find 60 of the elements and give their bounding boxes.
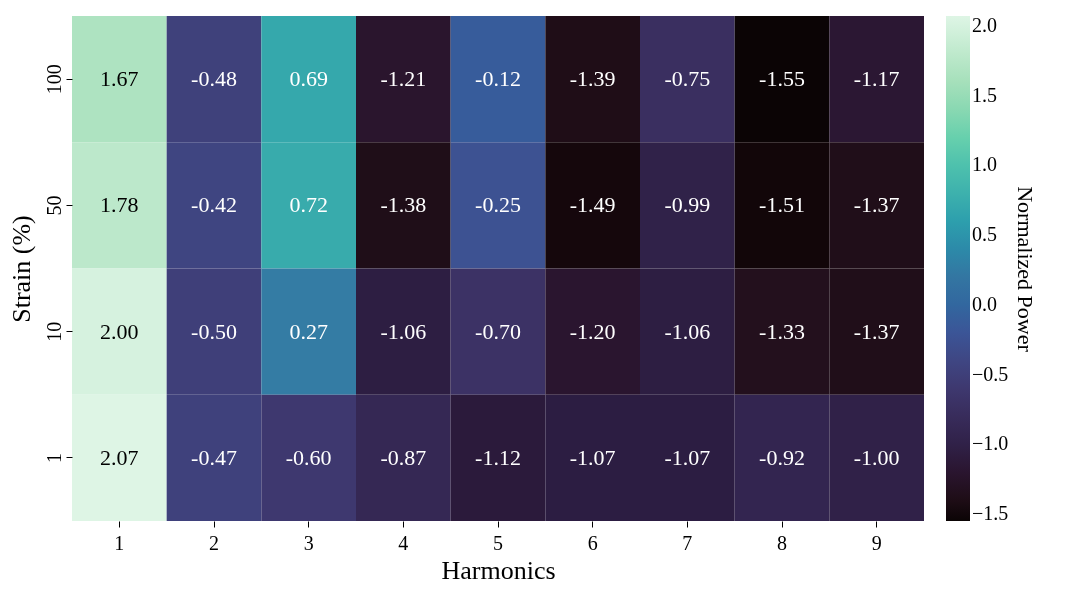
color-bar-label: 0.0 — [972, 292, 997, 315]
data-label: -0.25 — [475, 192, 521, 218]
x-tick-label: 6 — [587, 531, 598, 554]
x-tick-label: 4 — [398, 531, 409, 554]
data-label: -1.20 — [569, 318, 616, 344]
data-label: -0.12 — [475, 66, 521, 92]
color-bar-label: −1.5 — [972, 502, 1009, 525]
data-label: -1.38 — [380, 192, 427, 218]
x-tick-label: 3 — [303, 531, 314, 554]
data-label: -1.00 — [853, 444, 900, 470]
data-label: 0.69 — [289, 66, 328, 92]
color-bar-label: 1.5 — [972, 83, 997, 106]
data-label: 1.67 — [100, 66, 139, 92]
x-tick-label: 2 — [209, 531, 219, 554]
data-label: -1.33 — [759, 318, 805, 344]
data-label: -1.07 — [664, 444, 711, 470]
x-tick-label: 5 — [493, 531, 503, 554]
x-tick-label: 9 — [871, 531, 882, 554]
data-label: -1.21 — [380, 66, 427, 92]
data-label: -0.99 — [664, 192, 711, 218]
x-tick-label: 8 — [777, 531, 787, 554]
data-label: -1.55 — [759, 66, 805, 92]
y-tick-label: 50 — [42, 195, 65, 216]
data-label: -0.60 — [285, 444, 332, 470]
data-label: -0.48 — [191, 66, 237, 92]
data-label: 2.00 — [100, 318, 139, 344]
data-label: -1.07 — [569, 444, 616, 470]
data-label: -1.37 — [853, 318, 900, 344]
data-label: 0.27 — [289, 318, 328, 344]
data-label: -1.51 — [759, 192, 805, 218]
data-label: -1.17 — [853, 66, 900, 92]
color-bar-label: 1.0 — [972, 153, 997, 176]
data-label: -0.87 — [380, 444, 427, 470]
color-bar-label: 2.0 — [972, 13, 997, 36]
data-label: 2.07 — [100, 444, 139, 470]
data-label: -1.12 — [475, 444, 521, 470]
color-bar-label: −1.0 — [972, 432, 1009, 455]
data-label: 0.72 — [289, 192, 328, 218]
data-label: -1.06 — [380, 318, 427, 344]
data-label: -0.42 — [191, 192, 237, 218]
y-tick-label: 100 — [42, 64, 65, 95]
data-label: 1.78 — [100, 192, 139, 218]
data-label: -1.49 — [569, 192, 616, 218]
data-label: -1.06 — [664, 318, 711, 344]
data-label: -1.37 — [853, 192, 900, 218]
data-label: -0.75 — [664, 66, 711, 92]
data-label: -0.50 — [191, 318, 237, 344]
x-axis-title: Harmonics — [441, 555, 556, 585]
data-label: -0.70 — [475, 318, 521, 344]
x-tick-label: 1 — [114, 531, 125, 554]
data-label: -1.39 — [569, 66, 616, 92]
data-label: -0.47 — [191, 444, 237, 470]
data-label: -0.92 — [759, 444, 805, 470]
y-tick-label: 1 — [42, 452, 65, 463]
x-tick-label: 7 — [682, 531, 693, 554]
color-bar-label: −0.5 — [972, 362, 1009, 385]
y-axis-title: Strain (%) — [6, 215, 36, 323]
color-bar-title: Normalized Power — [1013, 186, 1038, 353]
color-bar-label: 0.5 — [972, 223, 997, 246]
y-tick-label: 10 — [42, 321, 65, 342]
